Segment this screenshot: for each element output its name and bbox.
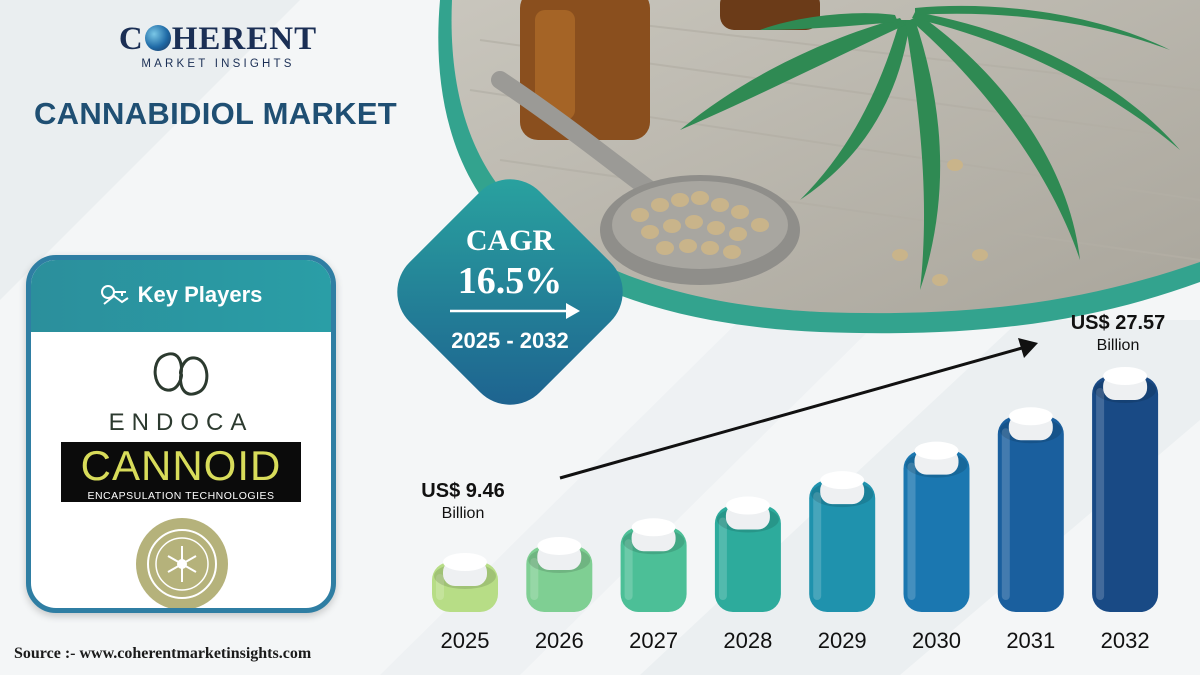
- endoca-wordmark: ENDOCA: [108, 409, 254, 436]
- trend-arrow: [559, 338, 1038, 480]
- bar-2031: [997, 407, 1064, 612]
- medical-marijuana-seal-icon: [136, 518, 228, 608]
- source-note: Source :- www.coherentmarketinsights.com: [14, 645, 312, 662]
- cannoid-wordmark: CANNOID: [80, 442, 282, 489]
- x-tick-label: 2025: [441, 628, 490, 653]
- x-tick-label: 2027: [629, 628, 678, 653]
- company-logo: C HERENT MARKET INSIGHTS: [118, 22, 318, 70]
- annotation-end-unit: Billion: [1096, 337, 1140, 354]
- annotation-end-value: US$ 27.57: [1070, 312, 1166, 334]
- annotation-start-value: US$ 9.46: [421, 480, 505, 502]
- cagr-value: 16.5%: [457, 260, 563, 302]
- bar-2025: [432, 553, 498, 612]
- bar-2032: [1092, 367, 1159, 612]
- endoca-mark-icon: [153, 352, 209, 396]
- key-players-header: Key Players: [31, 260, 331, 332]
- x-tick-label: 2029: [818, 628, 867, 653]
- x-tick-label: 2026: [535, 628, 584, 653]
- x-tick-label: 2028: [723, 628, 772, 653]
- cagr-badge: [397, 179, 623, 405]
- x-tick-label: 2030: [912, 628, 961, 653]
- annotation-end: US$ 27.57 Billion: [1062, 312, 1174, 355]
- cagr-label: CAGR: [465, 224, 555, 257]
- cagr-period: 2025 - 2032: [451, 328, 569, 353]
- bar-2028: [714, 496, 781, 612]
- endoca-logo: ENDOCA: [31, 348, 331, 437]
- x-tick-label: 2031: [1006, 628, 1055, 653]
- logo-tagline: MARKET INSIGHTS: [141, 58, 295, 70]
- handshake-key-icon: [100, 285, 129, 305]
- bar-2029: [809, 471, 876, 612]
- cannoid-logo: CANNOID ENCAPSULATION TECHNOLOGIES: [61, 442, 301, 502]
- page-title: CANNABIDIOL MARKET: [34, 96, 398, 131]
- bar-2027: [620, 518, 687, 612]
- key-players-card: Key Players ENDOCA CANNOID ENCAPSULATION…: [26, 255, 336, 613]
- bar-2026: [526, 536, 593, 612]
- annotation-start-unit: Billion: [441, 505, 485, 522]
- key-players-heading: Key Players: [137, 282, 263, 307]
- x-tick-label: 2032: [1101, 628, 1150, 653]
- bar-2030: [903, 441, 970, 612]
- annotation-start: US$ 9.46 Billion: [418, 480, 508, 523]
- cannoid-tagline: ENCAPSULATION TECHNOLOGIES: [87, 490, 275, 502]
- logo-wordmark: C HERENT: [118, 21, 318, 57]
- globe-icon: [144, 25, 171, 51]
